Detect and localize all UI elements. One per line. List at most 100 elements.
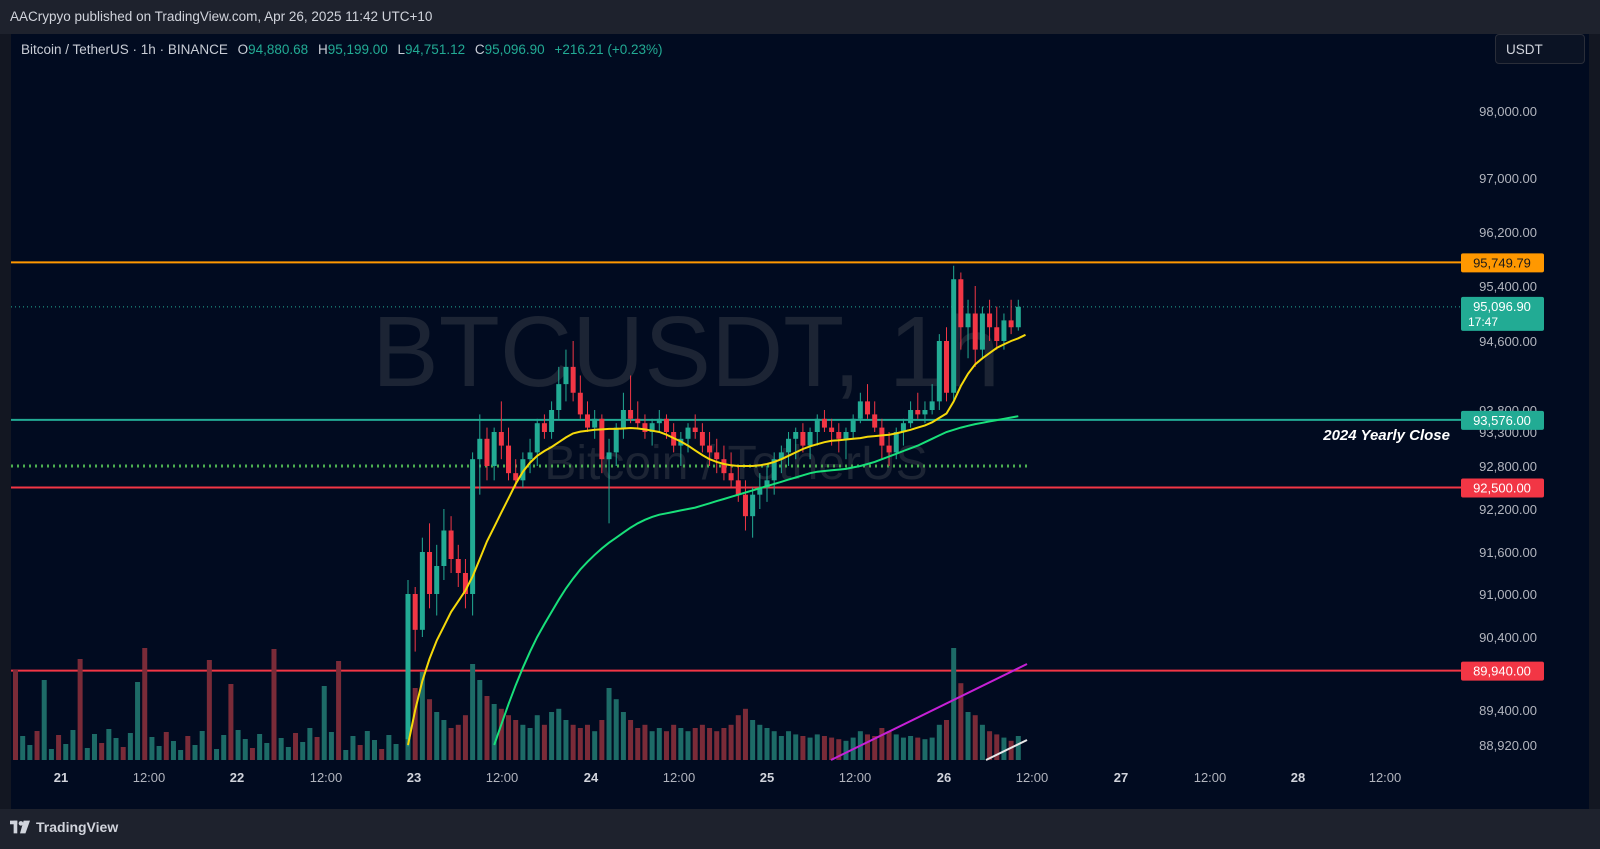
volume-bars bbox=[13, 648, 1021, 760]
volume-bar bbox=[620, 712, 626, 760]
price-tag-box bbox=[1461, 478, 1544, 498]
candle-body bbox=[965, 313, 971, 328]
candle-body bbox=[900, 423, 906, 432]
candle-body bbox=[549, 410, 555, 432]
candle-body bbox=[972, 313, 978, 350]
price-chart[interactable]: BTCUSDT, 1h Bitcoin / TetherUS 2024 Year… bbox=[11, 34, 1589, 809]
volume-bar bbox=[843, 740, 849, 760]
watermark-main: BTCUSDT, 1h bbox=[372, 296, 1000, 408]
x-tick-label: 24 bbox=[584, 770, 599, 785]
tradingview-logo[interactable]: TradingView bbox=[10, 819, 118, 835]
volume-bar bbox=[484, 696, 490, 760]
volume-bar bbox=[214, 749, 220, 760]
price-tags: 95,749.79 93,576.00 92,500.00 89,940.00 95,0… bbox=[1461, 253, 1544, 681]
volume-bar bbox=[685, 731, 691, 760]
volume-bar bbox=[915, 737, 921, 760]
candle-body bbox=[707, 445, 713, 453]
candle-body bbox=[470, 459, 476, 594]
y-tick-label: 95,400.00 bbox=[1479, 279, 1537, 294]
price-tag-label: 89,940.00 bbox=[1473, 664, 1531, 679]
volume-bar bbox=[721, 728, 727, 760]
volume-bar bbox=[372, 740, 377, 760]
current-price-box bbox=[1461, 296, 1544, 331]
candle-body bbox=[663, 418, 669, 432]
price-tag: 92,500.00 bbox=[1461, 478, 1544, 498]
x-tick-label: 12:00 bbox=[663, 770, 696, 785]
candle-body bbox=[987, 313, 993, 328]
volume-bar bbox=[20, 736, 26, 760]
volume-bar bbox=[498, 708, 504, 760]
volume-bar bbox=[441, 720, 447, 760]
candle-body bbox=[829, 427, 835, 432]
candle-body bbox=[814, 418, 820, 432]
volume-bar bbox=[908, 736, 914, 760]
volume-bar bbox=[742, 708, 748, 760]
chart-area[interactable]: BTCUSDT, 1h Bitcoin / TetherUS 2024 Year… bbox=[11, 34, 1589, 809]
symbol-name: Bitcoin / TetherUS · 1h · BINANCE bbox=[21, 42, 228, 57]
volume-bar bbox=[527, 728, 533, 760]
volume-bar bbox=[328, 732, 334, 760]
volume-bar bbox=[350, 736, 356, 760]
y-tick-label: 91,000.00 bbox=[1479, 587, 1537, 602]
volume-bar bbox=[470, 664, 476, 760]
volume-bar bbox=[228, 684, 234, 760]
volume-bar bbox=[99, 743, 105, 760]
volume-bar bbox=[434, 712, 440, 760]
candle-body bbox=[419, 552, 425, 630]
volume-bar bbox=[192, 745, 198, 760]
countdown-label: 17:47 bbox=[1468, 315, 1498, 329]
price-tag-label: 93,576.00 bbox=[1473, 413, 1531, 428]
volume-bar bbox=[735, 715, 741, 760]
x-tick-label: 12:00 bbox=[839, 770, 872, 785]
candle-body bbox=[462, 573, 468, 594]
volume-bar bbox=[27, 745, 33, 760]
candle-body bbox=[506, 445, 512, 474]
volume-bar bbox=[872, 736, 878, 760]
y-tick-label: 96,200.00 bbox=[1479, 225, 1537, 240]
volume-bar bbox=[1015, 736, 1021, 760]
volume-bar bbox=[699, 724, 705, 760]
x-tick-label: 22 bbox=[230, 770, 244, 785]
x-tick-label: 23 bbox=[407, 770, 421, 785]
volume-bar bbox=[357, 745, 363, 760]
candle-body bbox=[541, 423, 547, 432]
currency-unit-button[interactable]: USDT bbox=[1495, 34, 1585, 64]
volume-bar bbox=[972, 715, 978, 760]
candle-body bbox=[786, 438, 792, 453]
candle-body bbox=[556, 384, 562, 410]
volume-bar bbox=[343, 750, 349, 760]
candle-body bbox=[721, 459, 727, 474]
volume-bar bbox=[821, 736, 827, 760]
y-tick-label: 88,920.00 bbox=[1479, 738, 1537, 753]
low-label: L bbox=[397, 42, 406, 57]
volume-bar bbox=[221, 735, 227, 760]
volume-bar bbox=[63, 744, 69, 760]
candles bbox=[405, 265, 1021, 747]
volume-bar bbox=[865, 734, 871, 760]
volume-bar bbox=[393, 744, 399, 760]
candle-body bbox=[491, 432, 497, 466]
volume-bar bbox=[764, 728, 770, 760]
volume-bar bbox=[886, 731, 892, 760]
volume-bar bbox=[257, 734, 263, 760]
volume-bar bbox=[585, 724, 590, 760]
volume-bar bbox=[106, 729, 112, 760]
price-tag: 95,749.79 bbox=[1461, 253, 1544, 273]
candle-body bbox=[484, 438, 490, 466]
candle-body bbox=[642, 423, 648, 432]
candle-body bbox=[620, 410, 626, 428]
ema-lines bbox=[407, 333, 1026, 746]
candle-body bbox=[649, 423, 655, 432]
candle-body bbox=[405, 594, 411, 740]
candle-body bbox=[448, 530, 454, 559]
candle-body bbox=[427, 552, 433, 594]
volume-bar bbox=[592, 731, 598, 760]
price-tag-box bbox=[1461, 253, 1544, 273]
published-text: AACrypyo published on TradingView.com, A… bbox=[10, 9, 433, 24]
volume-bar bbox=[793, 734, 799, 760]
candle-body bbox=[714, 452, 720, 460]
candle-body bbox=[872, 414, 878, 428]
volume-bar bbox=[944, 720, 949, 760]
tradingview-brand: TradingView bbox=[36, 819, 119, 835]
volume-bar bbox=[34, 731, 40, 760]
